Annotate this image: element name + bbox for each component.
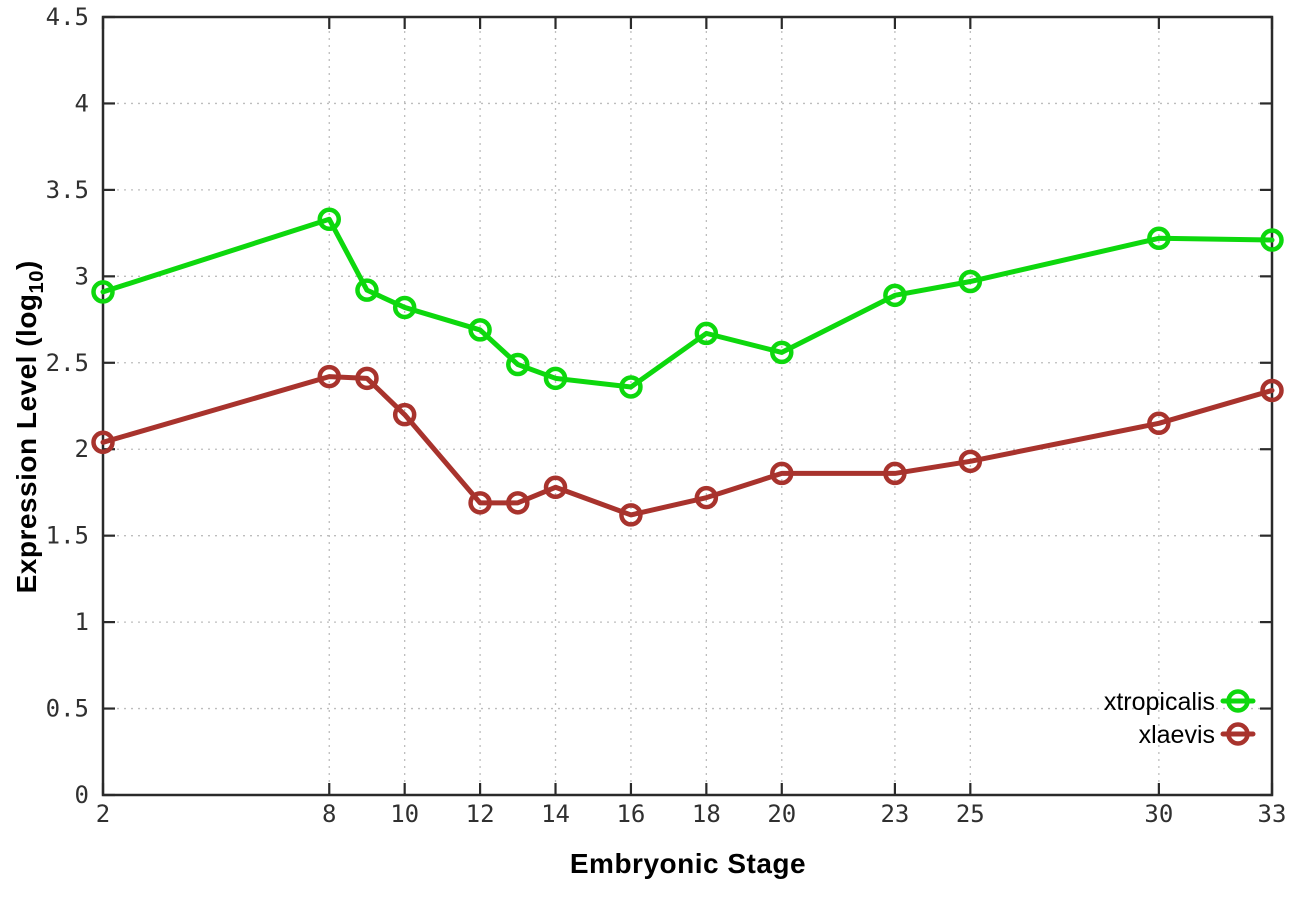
data-point-xtropicalis: [619, 375, 643, 399]
x-tick-label: 25: [956, 800, 985, 828]
x-tick-label: 12: [466, 800, 495, 828]
x-tick-label: 16: [616, 800, 645, 828]
y-tick-label: 3: [75, 262, 89, 290]
x-tick-label: 14: [541, 800, 570, 828]
legend-label-xlaevis: xlaevis: [1139, 721, 1215, 749]
data-point-xlaevis: [392, 402, 417, 427]
data-point-xlaevis: [1147, 411, 1171, 436]
data-point-xlaevis: [1260, 378, 1284, 403]
legend-sample-marker-xtropicalis: [1226, 689, 1250, 713]
data-point-xlaevis: [91, 430, 115, 455]
x-axis-title-text: Embryonic Stage: [569, 848, 807, 879]
y-tick-label: 1.5: [46, 522, 89, 550]
data-point-xtropicalis: [958, 269, 983, 294]
plot-border: [101, 15, 1274, 797]
series-line-xlaevis: [100, 374, 1275, 518]
y-tick-label: 1: [75, 608, 89, 636]
x-tick-label: 8: [322, 800, 336, 828]
data-point-xlaevis: [958, 449, 983, 474]
y-tick-label: 0: [75, 781, 89, 809]
x-axis-title: Embryonic Stage: [0, 848, 1296, 880]
y-tick-label: 4: [75, 89, 89, 117]
data-point-xtropicalis: [468, 318, 492, 342]
data-point-xlaevis: [694, 485, 719, 510]
data-point-xtropicalis: [694, 321, 719, 346]
y-tick-label: 2.5: [46, 349, 89, 377]
data-point-xlaevis: [506, 491, 530, 515]
y-axis-title-text: Expression Level (log: [11, 293, 43, 594]
data-point-xtropicalis: [317, 207, 342, 232]
y-tick-label: 0.5: [46, 695, 89, 723]
x-tick-label: 18: [692, 800, 721, 828]
data-point-xtropicalis: [883, 283, 907, 308]
data-point-xtropicalis: [543, 366, 568, 391]
x-tick-label: 20: [767, 800, 796, 828]
data-point-xtropicalis: [1147, 226, 1171, 251]
y-axis-title: Expression Level (log10): [11, 217, 49, 637]
x-tick-label: 23: [880, 800, 909, 828]
data-point-xlaevis: [317, 364, 342, 389]
x-tick-label: 2: [96, 800, 110, 828]
series-line-xtropicalis: [100, 216, 1275, 390]
data-point-xlaevis: [883, 461, 907, 486]
data-point-xlaevis: [770, 461, 794, 486]
x-tick-label: 10: [390, 800, 419, 828]
data-point-xtropicalis: [91, 280, 115, 304]
y-axis-title-subscript: 10: [25, 270, 48, 294]
y-tick-label: 4.5: [46, 3, 89, 31]
legend-sample-marker-xlaevis: [1226, 722, 1250, 746]
y-tick-label: 2: [75, 435, 89, 463]
legend-label-xtropicalis: xtropicalis: [1104, 688, 1215, 716]
y-tick-label: 3.5: [46, 176, 89, 204]
data-point-xtropicalis: [770, 340, 794, 365]
y-axis-title-suffix: ): [11, 260, 43, 271]
data-point-xtropicalis: [506, 352, 530, 377]
data-point-xtropicalis: [392, 295, 417, 320]
data-point-xlaevis: [468, 491, 492, 515]
x-tick-label: 30: [1144, 800, 1173, 828]
data-point-xlaevis: [543, 475, 568, 500]
data-point-xlaevis: [619, 503, 643, 527]
data-point-xtropicalis: [355, 278, 379, 302]
data-point-xtropicalis: [1260, 228, 1284, 252]
data-point-xlaevis: [355, 366, 379, 391]
x-tick-label: 33: [1258, 800, 1287, 828]
